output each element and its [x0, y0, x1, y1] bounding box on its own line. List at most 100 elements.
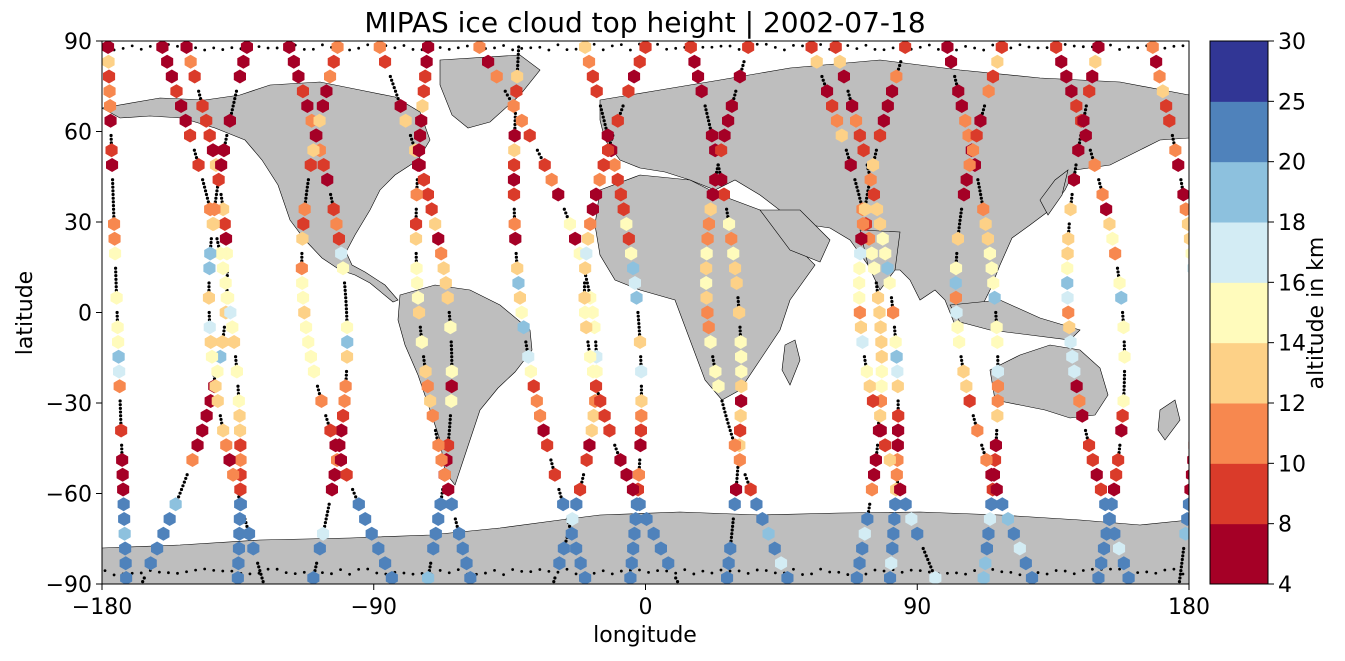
- cloud-point: [283, 41, 296, 54]
- cloud-point: [590, 84, 603, 99]
- no-cloud-point: [230, 569, 234, 573]
- cloud-point: [1100, 202, 1113, 217]
- cloud-point: [287, 54, 300, 69]
- cloud-point: [1073, 394, 1086, 408]
- cloud-point: [482, 54, 495, 69]
- no-cloud-point: [706, 115, 710, 119]
- no-cloud-point: [178, 491, 182, 495]
- no-cloud-point: [300, 259, 304, 263]
- no-cloud-point: [959, 207, 964, 211]
- cloud-point: [1115, 423, 1128, 438]
- cloud-point: [974, 113, 987, 128]
- cloud-point: [1072, 143, 1085, 158]
- cloud-point: [709, 364, 722, 379]
- no-cloud-point: [1178, 572, 1183, 576]
- cloud-point: [952, 84, 965, 99]
- cloud-point: [563, 217, 576, 231]
- cloud-point: [1092, 41, 1105, 54]
- y-tick-label: −90: [46, 573, 92, 598]
- cloud-point: [206, 217, 219, 231]
- no-cloud-point: [547, 48, 551, 52]
- no-cloud-point: [198, 97, 203, 101]
- no-cloud-point: [329, 192, 333, 197]
- no-cloud-point: [201, 181, 206, 186]
- land-south-america: [397, 284, 533, 486]
- no-cloud-point: [1194, 422, 1197, 425]
- no-cloud-point: [854, 181, 858, 186]
- cloud-point: [1066, 349, 1079, 364]
- no-cloud-point: [264, 587, 267, 590]
- cloud-point: [1076, 408, 1089, 423]
- cloud-point: [1086, 453, 1099, 467]
- cloud-point: [1181, 512, 1189, 526]
- no-cloud-point: [524, 340, 528, 344]
- no-cloud-point: [111, 196, 115, 200]
- no-cloud-point: [456, 568, 460, 572]
- cloud-point: [300, 320, 313, 335]
- no-cloud-point: [549, 458, 553, 462]
- cloud-point: [601, 128, 614, 143]
- no-cloud-point: [520, 570, 524, 573]
- no-cloud-point: [366, 567, 370, 571]
- no-cloud-point: [411, 48, 415, 51]
- cloud-point: [234, 497, 247, 512]
- no-cloud-point: [656, 569, 659, 573]
- cloud-point: [515, 113, 528, 128]
- no-cloud-point: [1179, 568, 1183, 573]
- no-cloud-point: [755, 568, 759, 572]
- no-cloud-point: [730, 436, 735, 440]
- no-cloud-point: [538, 568, 542, 571]
- no-cloud-point: [720, 399, 724, 403]
- no-cloud-point: [873, 152, 878, 156]
- cloud-point: [215, 158, 228, 172]
- cloud-point: [979, 556, 992, 571]
- no-cloud-point: [586, 285, 590, 289]
- cloud-point: [227, 467, 240, 482]
- cloud-point: [321, 172, 334, 187]
- no-cloud-point: [574, 47, 578, 51]
- cloud-point: [701, 231, 714, 246]
- cloud-point: [854, 320, 867, 335]
- cloud-point: [829, 41, 842, 54]
- no-cloud-point: [209, 240, 213, 245]
- cloud-point: [163, 512, 176, 526]
- cloud-point: [339, 379, 352, 394]
- no-cloud-point: [348, 48, 351, 52]
- no-cloud-point: [448, 414, 453, 418]
- no-cloud-point: [112, 573, 116, 577]
- colorbar-tick-label: 10: [1278, 452, 1306, 477]
- no-cloud-point: [219, 417, 223, 422]
- cloud-point: [103, 84, 116, 99]
- no-cloud-point: [946, 571, 949, 575]
- cloud-point: [995, 41, 1008, 54]
- no-cloud-point: [321, 571, 324, 574]
- cloud-point: [634, 438, 647, 453]
- no-cloud-point: [565, 567, 569, 571]
- cloud-point: [425, 202, 438, 217]
- cloud-point: [534, 408, 547, 423]
- cloud-point: [442, 482, 455, 497]
- no-cloud-point: [207, 310, 211, 315]
- no-cloud-point: [505, 93, 509, 97]
- cloud-point: [232, 556, 245, 571]
- cloud-point: [830, 113, 844, 128]
- cloud-point: [985, 467, 998, 482]
- no-cloud-point: [708, 126, 712, 130]
- cloud-point: [1177, 187, 1189, 202]
- no-cloud-point: [118, 403, 122, 407]
- cloud-point: [1079, 128, 1092, 143]
- cloud-point: [240, 41, 253, 54]
- no-cloud-point: [453, 517, 457, 521]
- cloud-point: [410, 187, 423, 202]
- cloud-point: [587, 364, 600, 379]
- x-tick-label: −180: [72, 595, 132, 620]
- no-cloud-point: [600, 111, 604, 115]
- no-cloud-point: [1109, 43, 1112, 47]
- cloud-point: [220, 438, 233, 453]
- cloud-point: [103, 69, 116, 84]
- no-cloud-point: [392, 85, 396, 90]
- cloud-point: [835, 128, 848, 143]
- no-cloud-point: [314, 565, 318, 569]
- cloud-point: [327, 202, 340, 217]
- cloud-point: [700, 276, 713, 290]
